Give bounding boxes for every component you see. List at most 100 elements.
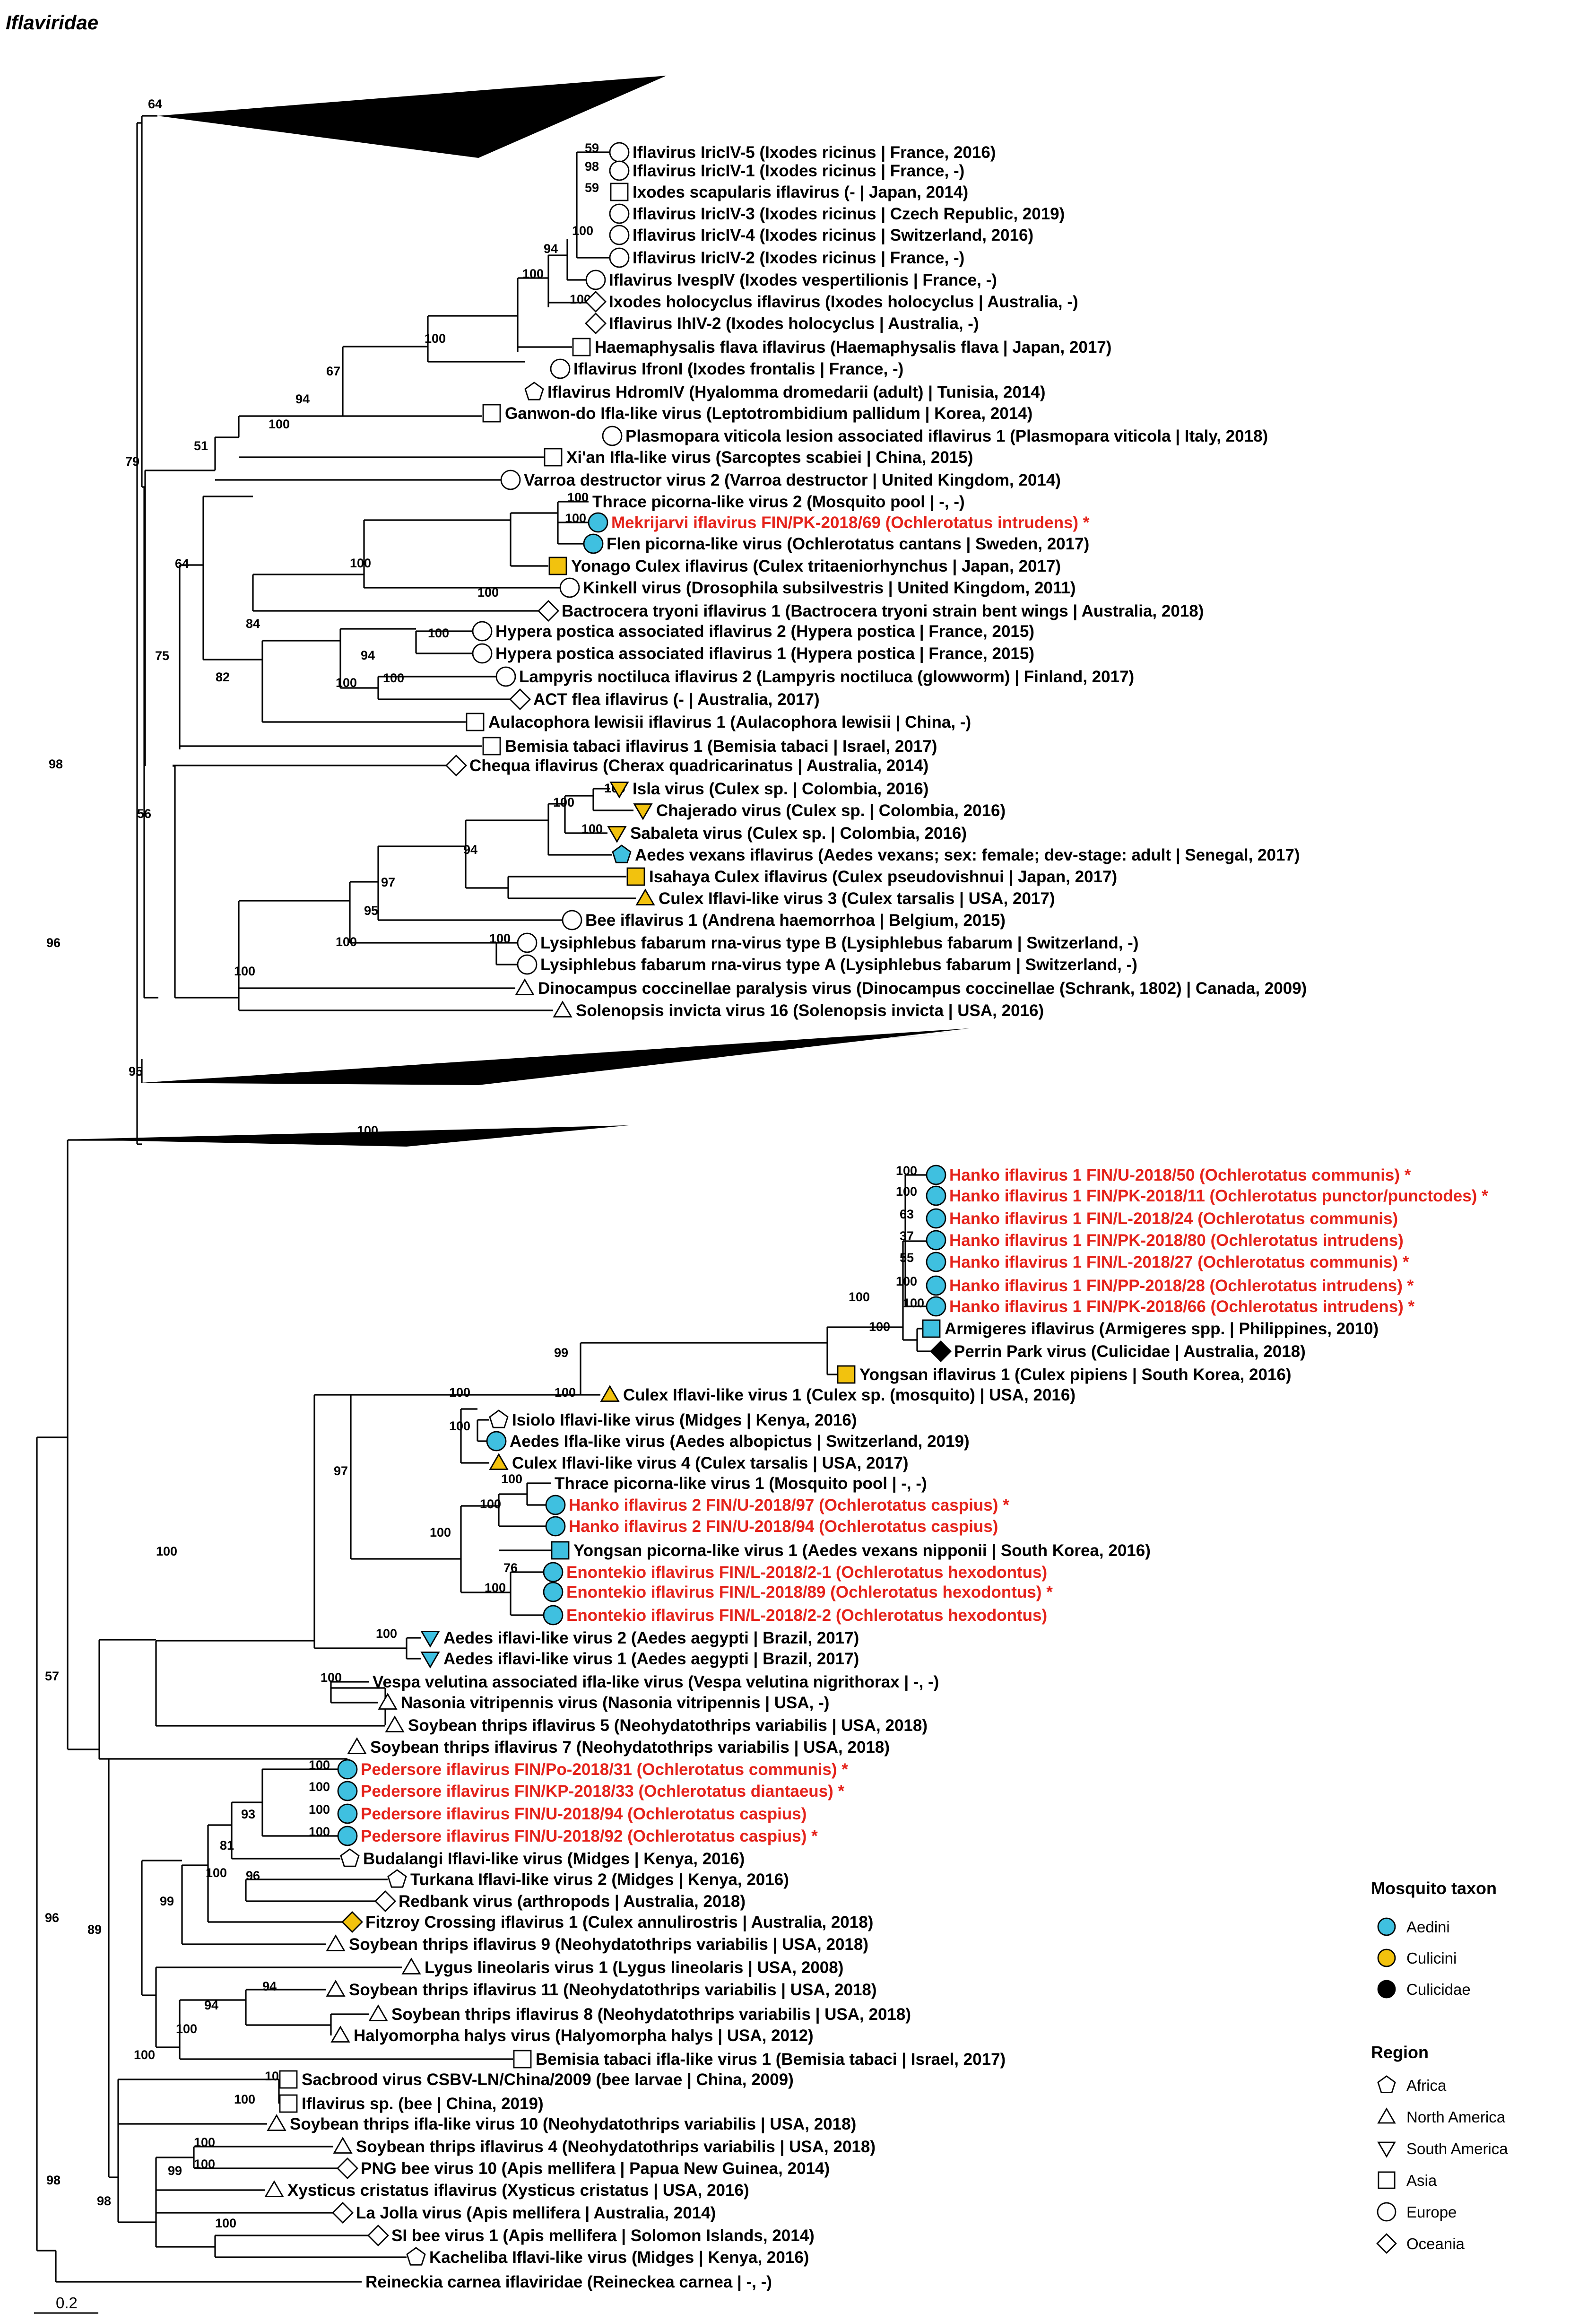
tree-branch xyxy=(576,151,610,259)
triangle-up-icon xyxy=(600,1385,620,1402)
tree-branch xyxy=(465,819,548,889)
tree-branch xyxy=(826,1326,903,1375)
tip-label: Hanko iflavirus 1 FIN/L-2018/24 (Ochlero… xyxy=(949,1209,1398,1228)
tree-branch xyxy=(144,470,215,766)
legend-region-label: Africa xyxy=(1406,2077,1447,2094)
legend-taxon-label: Culicidae xyxy=(1406,1981,1471,1998)
support-value: 100 xyxy=(485,1581,506,1595)
circle-icon xyxy=(517,954,538,975)
circle-icon xyxy=(543,1562,564,1583)
tree-branch xyxy=(179,564,482,749)
tip-label: Bemisia tabaci ifla-like virus 1 (Bemisi… xyxy=(536,2050,1006,2069)
support-value: 100 xyxy=(194,2157,215,2171)
tip-label: Soybean thrips iflavirus 9 (Neohydatothr… xyxy=(349,1935,868,1954)
support-value: 57 xyxy=(45,1669,59,1683)
circle-icon xyxy=(517,932,538,953)
tip-label: Turkana Iflavi-like virus 2 (Midges | Ke… xyxy=(410,1870,789,1889)
legend-taxon-label: Aedini xyxy=(1406,1918,1450,1936)
tree-branch xyxy=(214,2235,407,2258)
circle-icon xyxy=(602,426,623,446)
tree-branch xyxy=(245,1989,331,2026)
triangle-up-icon xyxy=(378,1693,398,1710)
support-value: 100 xyxy=(572,224,593,238)
support-value: 100 xyxy=(480,1497,501,1511)
support-value: 100 xyxy=(903,1296,924,1310)
circle-icon xyxy=(543,1605,564,1626)
tip-label: SI bee virus 1 (Apis mellifera | Solomon… xyxy=(391,2226,815,2245)
scale-bar-label: 0.2 xyxy=(56,2294,78,2312)
support-value: 100 xyxy=(321,1670,342,1685)
tree-branch xyxy=(350,1394,581,1560)
tree-branch xyxy=(330,1681,378,1704)
tip-label: Thrace picorna-like virus 2 (Mosquito po… xyxy=(592,493,965,511)
support-value: 100 xyxy=(565,511,586,525)
tree-branch xyxy=(547,803,612,856)
support-value: 51 xyxy=(194,439,208,453)
support-values: 6459985910094100100100679410051791001001… xyxy=(45,97,924,2230)
tree-branch xyxy=(155,1640,385,1727)
support-value: 97 xyxy=(381,875,395,889)
tree-branch xyxy=(36,1436,68,2252)
square-icon xyxy=(482,404,501,423)
tree-branch xyxy=(580,1342,827,1396)
tree-branch xyxy=(179,1999,513,2060)
support-value: 100 xyxy=(430,1525,451,1539)
tree-branch xyxy=(252,574,539,612)
square-icon xyxy=(482,737,501,756)
tip-label: Lampyris noctiluca iflavirus 2 (Lampyris… xyxy=(519,668,1134,686)
tip-label: Culex Iflavi-like virus 4 (Culex tarsali… xyxy=(512,1454,909,1472)
square-icon xyxy=(279,2094,298,2113)
circle-icon xyxy=(926,1296,946,1317)
tip-label: Pedersore iflavirus FIN/U-2018/94 (Ochle… xyxy=(361,1805,807,1823)
circle-icon xyxy=(472,621,493,642)
support-value: 100 xyxy=(383,671,404,685)
diamond-icon xyxy=(332,2202,354,2224)
support-value: 79 xyxy=(125,454,139,469)
triangle-up-icon xyxy=(515,978,535,995)
tree-branch xyxy=(406,1637,421,1660)
support-value: 100 xyxy=(206,1866,227,1880)
support-value: 99 xyxy=(160,1894,174,1908)
tree-branch xyxy=(143,486,158,999)
triangle-up-icon xyxy=(330,2026,350,2043)
triangle-down-icon xyxy=(1377,2141,1396,2158)
tip-label: Culex Iflavi-like virus 1 (Culex sp. (mo… xyxy=(623,1386,1076,1404)
support-value: 59 xyxy=(585,181,599,195)
tip-label: Iflavirus IricIV-3 (Ixodes ricinus | Cze… xyxy=(633,205,1065,223)
support-value: 94 xyxy=(544,242,558,256)
tree-branch xyxy=(261,640,466,723)
tree-branch xyxy=(498,1493,551,1551)
tip-label: Plasmopara viticola lesion associated if… xyxy=(625,427,1268,445)
tip-label: Iflavirus IvespIV (Ixodes vespertilionis… xyxy=(609,271,997,289)
circle-icon xyxy=(550,358,571,379)
tip-label: Lysiphlebus fabarum rna-virus type B (Ly… xyxy=(540,934,1139,952)
pentagon-icon xyxy=(406,2247,426,2266)
square-icon xyxy=(572,338,591,357)
tip-label: Enontekio iflavirus FIN/L-2018/2-1 (Ochl… xyxy=(566,1563,1047,1582)
triangle-up-icon xyxy=(326,1934,346,1951)
tip-label: Iflavirus IricIV-1 (Ixodes ricinus | Fra… xyxy=(633,162,964,180)
circle-icon xyxy=(585,270,606,290)
tree-branch xyxy=(510,1571,544,1616)
tree-branch xyxy=(557,501,589,545)
triangle-down-icon xyxy=(607,826,627,843)
collapsed-clade-middle xyxy=(142,1028,969,1085)
support-value: 100 xyxy=(449,1419,470,1433)
tree-branch xyxy=(136,122,142,1145)
support-value: 100 xyxy=(477,585,499,600)
triangle-up-icon xyxy=(401,1957,421,1974)
support-value: 94 xyxy=(463,843,477,857)
tip-label: Solenopsis invicta virus 16 (Solenopsis … xyxy=(576,1001,1044,1020)
circle-icon xyxy=(337,1826,358,1846)
diamond-icon xyxy=(538,600,559,622)
diamond-icon xyxy=(341,1911,363,1933)
support-value: 96 xyxy=(45,1911,59,1925)
tip-label: Hanko iflavirus 1 FIN/L-2018/27 (Ochlero… xyxy=(949,1253,1409,1271)
tree-branches xyxy=(36,115,931,2283)
support-value: 56 xyxy=(137,807,151,821)
pentagon-icon xyxy=(489,1409,509,1428)
square-icon xyxy=(279,2070,298,2089)
square-icon xyxy=(1378,2171,1396,2189)
support-value: 94 xyxy=(204,1998,218,2012)
